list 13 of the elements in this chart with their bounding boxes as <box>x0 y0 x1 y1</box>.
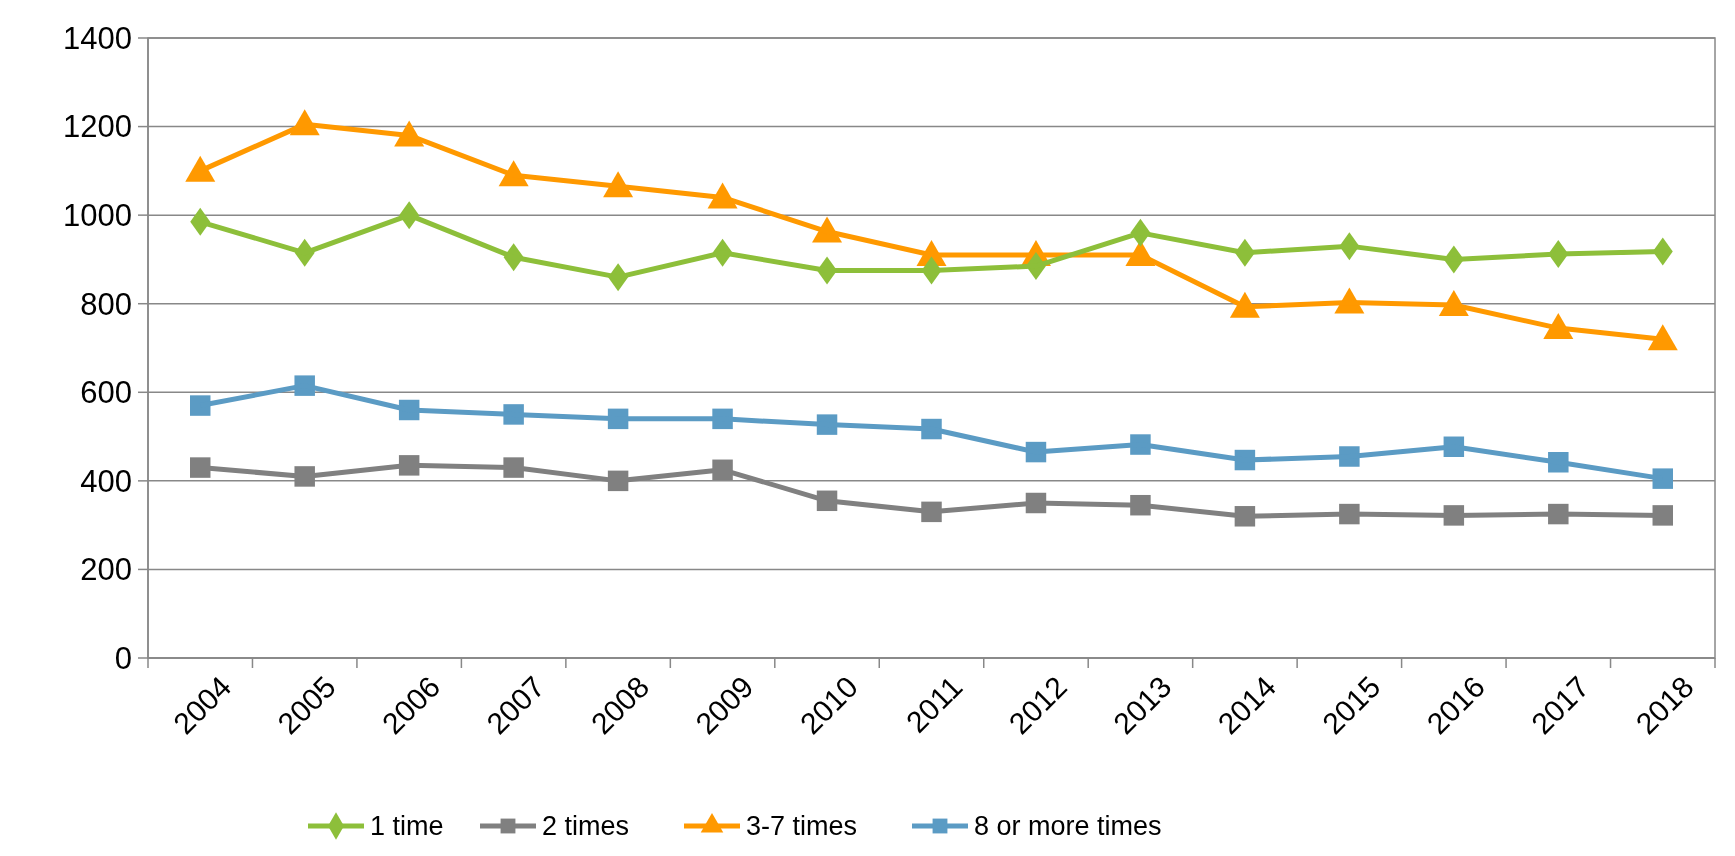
y-tick-label: 0 <box>114 640 132 676</box>
legend-label: 2 times <box>542 811 630 842</box>
y-tick-label: 200 <box>80 552 132 588</box>
legend-label: 8 or more times <box>974 811 1162 842</box>
y-tick-label: 1000 <box>63 197 132 233</box>
y-tick-label: 600 <box>80 375 132 411</box>
legend-label: 1 time <box>370 811 444 842</box>
legend-label: 3-7 times <box>746 811 858 842</box>
y-tick-label: 800 <box>80 286 132 322</box>
y-tick-label: 1200 <box>63 109 132 145</box>
y-tick-label: 400 <box>80 463 132 499</box>
point <box>185 155 216 182</box>
y-tick-label: 1400 <box>63 20 132 56</box>
